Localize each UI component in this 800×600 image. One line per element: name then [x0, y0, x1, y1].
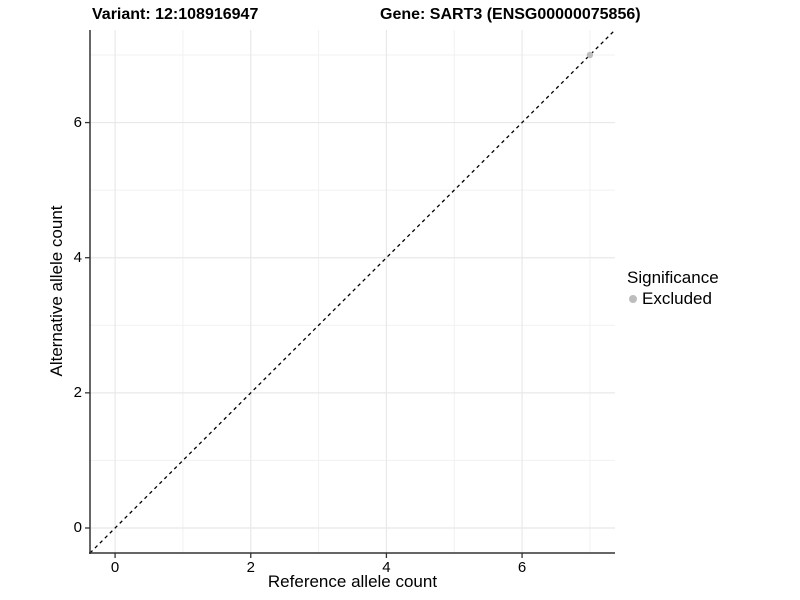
data-point-excluded — [586, 51, 594, 59]
x-axis-title: Reference allele count — [267, 572, 438, 591]
y-tick-label: 4 — [73, 248, 82, 266]
plot-title-variant: Variant: 12:108916947 — [92, 6, 259, 23]
legend: Significance Excluded — [627, 268, 719, 308]
legend-key-dot-icon — [629, 294, 637, 303]
legend-entry-excluded: Excluded — [627, 289, 719, 308]
y-tick-label: 0 — [73, 518, 82, 536]
x-tick-label: 0 — [110, 559, 120, 576]
x-tick-label: 2 — [246, 559, 255, 576]
y-tick-label: 2 — [73, 383, 82, 401]
plot-title-gene: Gene: SART3 (ENSG00000075856) — [380, 6, 641, 23]
y-tick-label: 6 — [73, 113, 82, 131]
x-tick-label: 6 — [517, 559, 527, 576]
legend-title: Significance — [627, 268, 719, 287]
x-tick-label: 4 — [382, 559, 391, 576]
legend-entry-label: Excluded — [642, 289, 712, 308]
y-axis-title: Alternative allele count — [47, 205, 66, 377]
